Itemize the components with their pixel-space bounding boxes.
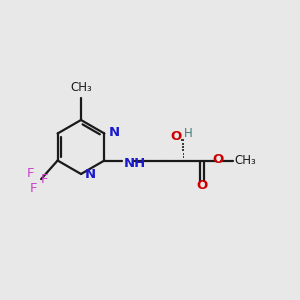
Text: CH₃: CH₃ <box>235 154 256 167</box>
Text: O: O <box>171 130 182 143</box>
Text: F: F <box>30 182 37 195</box>
Text: H: H <box>184 127 193 140</box>
Text: F: F <box>27 167 34 180</box>
Text: F: F <box>40 172 48 186</box>
Text: N: N <box>85 168 96 181</box>
Text: N: N <box>109 126 120 140</box>
Text: O: O <box>196 179 208 192</box>
Text: NH: NH <box>124 157 146 170</box>
Text: O: O <box>213 153 224 167</box>
Text: CH₃: CH₃ <box>70 81 92 94</box>
